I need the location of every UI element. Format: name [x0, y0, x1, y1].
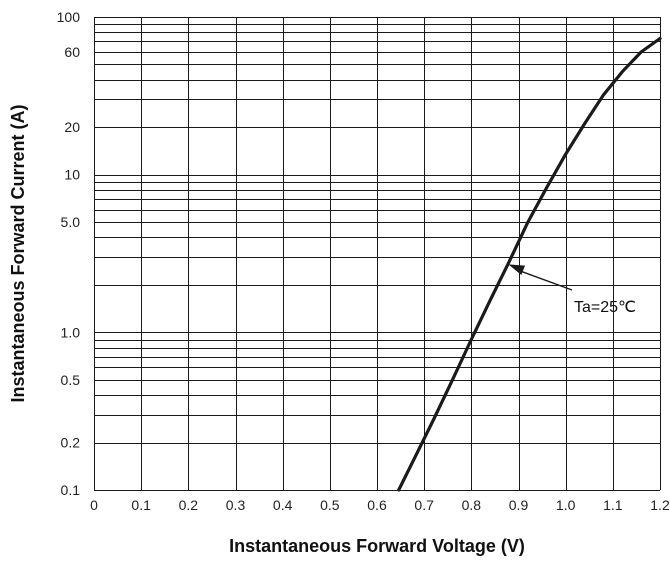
x-tick-label: 0.3: [226, 497, 246, 513]
series-curve: [397, 36, 662, 492]
x-tick-label: 1.0: [556, 497, 576, 513]
x-tick-label: 0.1: [131, 497, 151, 513]
x-tick-labels: 0 0.1 0.2 0.3 0.4 0.5 0.6 0.7 0.8 0.9 1.0 1.1 1.2: [90, 497, 670, 513]
annotation-arrow: [518, 269, 573, 291]
annotation-arrowhead: [508, 264, 526, 275]
y-tick-label: 0.2: [61, 435, 81, 451]
y-tick-label: 20: [64, 119, 80, 135]
x-tick-label: 0: [90, 497, 98, 513]
y-tick-label: 60: [64, 44, 80, 60]
x-tick-label: 0.8: [462, 497, 482, 513]
x-axis-title: Instantaneous Forward Voltage (V): [229, 536, 525, 556]
x-tick-label: 0.7: [414, 497, 434, 513]
y-axis-title: Instantaneous Forward Current (A): [8, 104, 28, 402]
x-tick-label: 0.5: [320, 497, 340, 513]
x-tick-label: 0.6: [367, 497, 387, 513]
y-tick-label: 1.0: [61, 324, 81, 340]
y-tick-labels: 0.1 0.2 0.5 1.0 5.0 10 20 60 100: [57, 9, 81, 498]
x-tick-label: 0.9: [509, 497, 529, 513]
x-tick-label: 0.2: [179, 497, 199, 513]
x-tick-label: 1.2: [650, 497, 670, 513]
y-tick-label: 0.1: [61, 482, 81, 498]
y-tick-label: 10: [64, 167, 80, 183]
annotation-label: Ta=25℃: [574, 299, 636, 316]
y-tick-label: 0.5: [61, 372, 81, 388]
x-tick-label: 0.4: [273, 497, 293, 513]
y-tick-label: 100: [57, 9, 81, 25]
y-tick-label: 5.0: [61, 214, 81, 230]
plot-grid: [94, 17, 661, 491]
x-tick-label: 1.1: [603, 497, 623, 513]
